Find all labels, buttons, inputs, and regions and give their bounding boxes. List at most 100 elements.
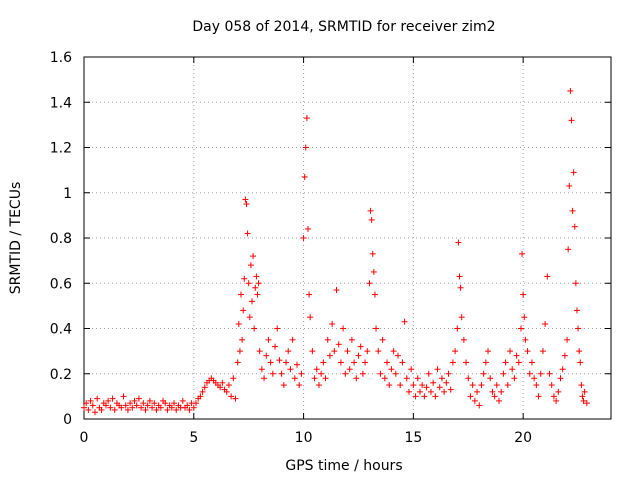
data-point: [301, 173, 308, 180]
data-point: [304, 225, 311, 232]
data-point: [377, 370, 384, 377]
data-point: [243, 201, 250, 208]
data-point: [480, 370, 487, 377]
data-point: [381, 375, 388, 382]
data-point: [324, 336, 331, 343]
data-point: [173, 406, 180, 413]
data-point: [157, 404, 164, 411]
data-point: [577, 359, 584, 366]
data-point: [315, 382, 322, 389]
data-point: [149, 404, 156, 411]
data-point: [348, 336, 355, 343]
data-point: [522, 336, 529, 343]
data-point: [192, 400, 199, 407]
data-point: [232, 395, 239, 402]
data-point: [366, 280, 373, 287]
data-point: [217, 384, 224, 391]
data-point: [581, 388, 588, 395]
data-point: [427, 388, 434, 395]
data-point: [133, 402, 140, 409]
data-point: [144, 402, 151, 409]
y-tick-label: 0: [63, 412, 72, 428]
data-point: [258, 366, 265, 373]
data-point: [293, 361, 300, 368]
data-point: [168, 404, 175, 411]
data-point: [235, 320, 242, 327]
data-point: [151, 400, 158, 407]
data-point: [555, 388, 562, 395]
data-point: [465, 375, 472, 382]
data-point: [460, 336, 467, 343]
data-point: [487, 375, 494, 382]
data-point: [557, 375, 564, 382]
data-point: [142, 406, 149, 413]
data-point: [247, 262, 254, 269]
data-point: [517, 325, 524, 332]
data-point: [397, 382, 404, 389]
data-point: [107, 404, 114, 411]
data-point: [289, 336, 296, 343]
data-point: [250, 253, 257, 260]
data-point: [333, 287, 340, 294]
data-point: [153, 406, 160, 413]
data-point: [370, 268, 377, 275]
data-point: [502, 359, 509, 366]
data-point: [199, 388, 206, 395]
data-point: [83, 400, 90, 407]
data-point: [267, 359, 274, 366]
data-point: [395, 352, 402, 359]
data-point: [303, 115, 310, 122]
y-tick-label: 0.6: [50, 276, 72, 292]
data-point: [436, 384, 443, 391]
data-point: [375, 348, 382, 355]
data-point: [447, 386, 454, 393]
data-point: [283, 359, 290, 366]
data-point: [430, 379, 437, 386]
x-tick-label: 20: [514, 430, 532, 446]
data-point: [455, 239, 462, 246]
data-point: [458, 314, 465, 321]
data-point: [568, 117, 575, 124]
data-point: [569, 207, 576, 214]
chart-title: Day 058 of 2014, SRMTID for receiver zim…: [192, 19, 495, 35]
data-point: [102, 402, 109, 409]
data-point: [201, 384, 208, 391]
data-point: [423, 384, 430, 391]
data-point: [457, 284, 464, 291]
data-point: [386, 382, 393, 389]
data-point: [482, 359, 489, 366]
data-point: [256, 348, 263, 355]
data-point: [89, 402, 96, 409]
y-tick-label: 1.4: [50, 95, 72, 111]
data-point: [261, 375, 268, 382]
data-point: [346, 366, 353, 373]
data-point: [425, 370, 432, 377]
data-point: [456, 273, 463, 280]
data-point: [162, 400, 169, 407]
x-tick-label: 5: [189, 430, 198, 446]
data-point: [434, 366, 441, 373]
data-point: [353, 375, 360, 382]
data-point: [526, 370, 533, 377]
data-point: [129, 404, 136, 411]
data-point: [579, 393, 586, 400]
data-point: [320, 359, 327, 366]
data-point: [528, 359, 535, 366]
data-point: [253, 273, 260, 280]
data-point: [351, 359, 358, 366]
data-point: [369, 250, 376, 257]
data-point: [524, 348, 531, 355]
data-point: [238, 291, 245, 298]
data-point: [521, 314, 528, 321]
data-point: [313, 366, 320, 373]
data-point: [240, 307, 247, 314]
data-point: [109, 395, 116, 402]
data-point: [515, 359, 522, 366]
data-point: [564, 336, 571, 343]
y-tick-label: 0.4: [50, 322, 72, 338]
data-point: [344, 348, 351, 355]
data-point: [337, 359, 344, 366]
data-point: [81, 404, 87, 411]
data-point: [242, 196, 249, 203]
